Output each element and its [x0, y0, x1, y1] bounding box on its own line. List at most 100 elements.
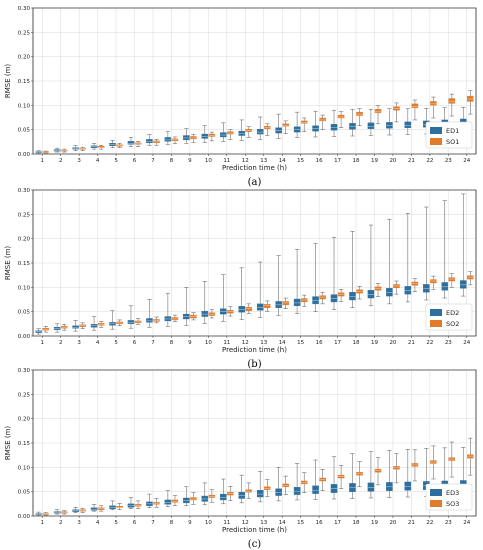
x-tick-label: 15 — [297, 340, 304, 346]
box-ed3 — [367, 482, 375, 492]
x-tick-label: 19 — [371, 340, 378, 346]
y-tick-label: 0.30 — [18, 6, 31, 12]
box-so2 — [393, 284, 400, 289]
x-tick-label: 17 — [334, 520, 341, 526]
box-so1 — [393, 106, 400, 111]
box-ed2 — [127, 320, 135, 325]
box-ed2 — [423, 284, 430, 293]
y-tick-label: 0.15 — [18, 79, 31, 85]
x-tick-label: 7 — [151, 340, 155, 346]
box-so1 — [134, 142, 142, 145]
box-so2 — [467, 275, 474, 280]
x-tick-label: 7 — [151, 158, 155, 164]
y-tick-label: 0.05 — [18, 490, 31, 496]
plot-border — [32, 189, 477, 337]
y-tick-label: 0.20 — [18, 417, 31, 423]
panel-label: (c) — [248, 539, 262, 550]
x-tick-label: 7 — [151, 520, 155, 526]
box-ed1 — [330, 124, 338, 131]
box-ed1 — [293, 126, 301, 133]
box-ed3 — [90, 507, 98, 511]
chart-panel: 0.000.050.100.150.200.250.301 2 3 4 5 6 7 8 9 10 1… — [4, 188, 477, 370]
box-so1 — [116, 144, 123, 147]
x-tick-label: 10 — [205, 158, 212, 164]
x-tick-label: 1 — [40, 340, 44, 346]
legend-label-ed1: ED1 — [446, 127, 459, 135]
box-ed2 — [312, 296, 319, 305]
x-tick-label: 3 — [77, 340, 81, 346]
x-tick-label: 4 — [96, 158, 100, 164]
x-tick-label: 6 — [133, 340, 137, 346]
box-ed2 — [349, 292, 356, 301]
y-tick-label: 0.10 — [18, 103, 31, 109]
box-ed3 — [404, 481, 412, 491]
box-so1 — [374, 109, 382, 113]
plot-border — [32, 7, 477, 155]
box-ed2 — [238, 306, 245, 313]
x-tick-label: 22 — [426, 520, 433, 526]
x-tick-label: 14 — [279, 158, 286, 164]
y-tick-label: 0.30 — [18, 188, 31, 194]
box-so3 — [116, 506, 123, 508]
box-ed1 — [72, 147, 79, 150]
box-ed1 — [367, 122, 375, 129]
box-so1 — [319, 117, 326, 122]
y-axis-label: RMSE (m) — [4, 64, 12, 99]
x-tick-label: 6 — [133, 520, 137, 526]
box-ed2 — [441, 282, 449, 291]
x-tick-label: 3 — [77, 520, 81, 526]
x-tick-label: 22 — [426, 158, 433, 164]
x-tick-label: 23 — [445, 520, 452, 526]
x-tick-label: 12 — [242, 158, 249, 164]
box-ed1 — [146, 139, 153, 144]
x-tick-label: 19 — [371, 520, 378, 526]
box-so2 — [319, 295, 326, 300]
x-tick-label: 8 — [170, 340, 174, 346]
box-ed1 — [201, 133, 209, 139]
box-ed1 — [109, 143, 116, 146]
x-tick-label: 2 — [59, 158, 63, 164]
box-so3 — [171, 499, 179, 503]
chart-panel: 0.000.050.100.150.200.250.301 2 3 4 5 6 7 8 9 10 1… — [4, 368, 477, 550]
box-so3 — [245, 489, 253, 493]
y-tick-label: 0.05 — [18, 128, 31, 134]
y-tick-label: 0.25 — [18, 212, 31, 218]
box-ed3 — [201, 495, 209, 502]
box-ed1 — [386, 122, 393, 129]
box-so2 — [171, 317, 179, 321]
chart-panel: 0.000.050.100.150.200.250.301 2 3 4 5 6 7 8 9 10 1… — [4, 6, 477, 188]
box-ed3 — [164, 499, 172, 505]
box-ed1 — [164, 137, 172, 142]
box-so1 — [356, 111, 363, 116]
x-tick-label: 24 — [463, 520, 470, 526]
box-ed1 — [404, 121, 412, 128]
x-tick-label: 11 — [223, 520, 230, 526]
box-so2 — [374, 286, 382, 291]
box-so1 — [245, 128, 253, 132]
x-tick-label: 1 — [40, 520, 44, 526]
panel-label: (a) — [248, 177, 262, 188]
box-so1 — [190, 136, 197, 140]
legend-label-so2: SO2 — [446, 320, 459, 328]
y-tick-label: 0.20 — [18, 237, 31, 243]
box-ed2 — [293, 298, 301, 307]
y-axis-label: RMSE (m) — [4, 426, 12, 461]
box-ed3 — [53, 511, 61, 514]
box-ed3 — [349, 483, 356, 492]
legend-label-so3: SO3 — [446, 500, 459, 508]
x-tick-label: 15 — [297, 520, 304, 526]
box-so1 — [300, 120, 308, 124]
box-ed1 — [256, 128, 264, 135]
x-tick-label: 17 — [334, 340, 341, 346]
x-tick-label: 9 — [188, 340, 192, 346]
x-tick-label: 16 — [316, 340, 323, 346]
x-axis-label: Prediction time (h) — [222, 526, 287, 534]
y-tick-label: 0.10 — [18, 285, 31, 291]
box-so1 — [264, 126, 271, 129]
box-so2 — [356, 289, 363, 294]
box-ed2 — [459, 280, 467, 289]
y-tick-label: 0.05 — [18, 310, 31, 316]
